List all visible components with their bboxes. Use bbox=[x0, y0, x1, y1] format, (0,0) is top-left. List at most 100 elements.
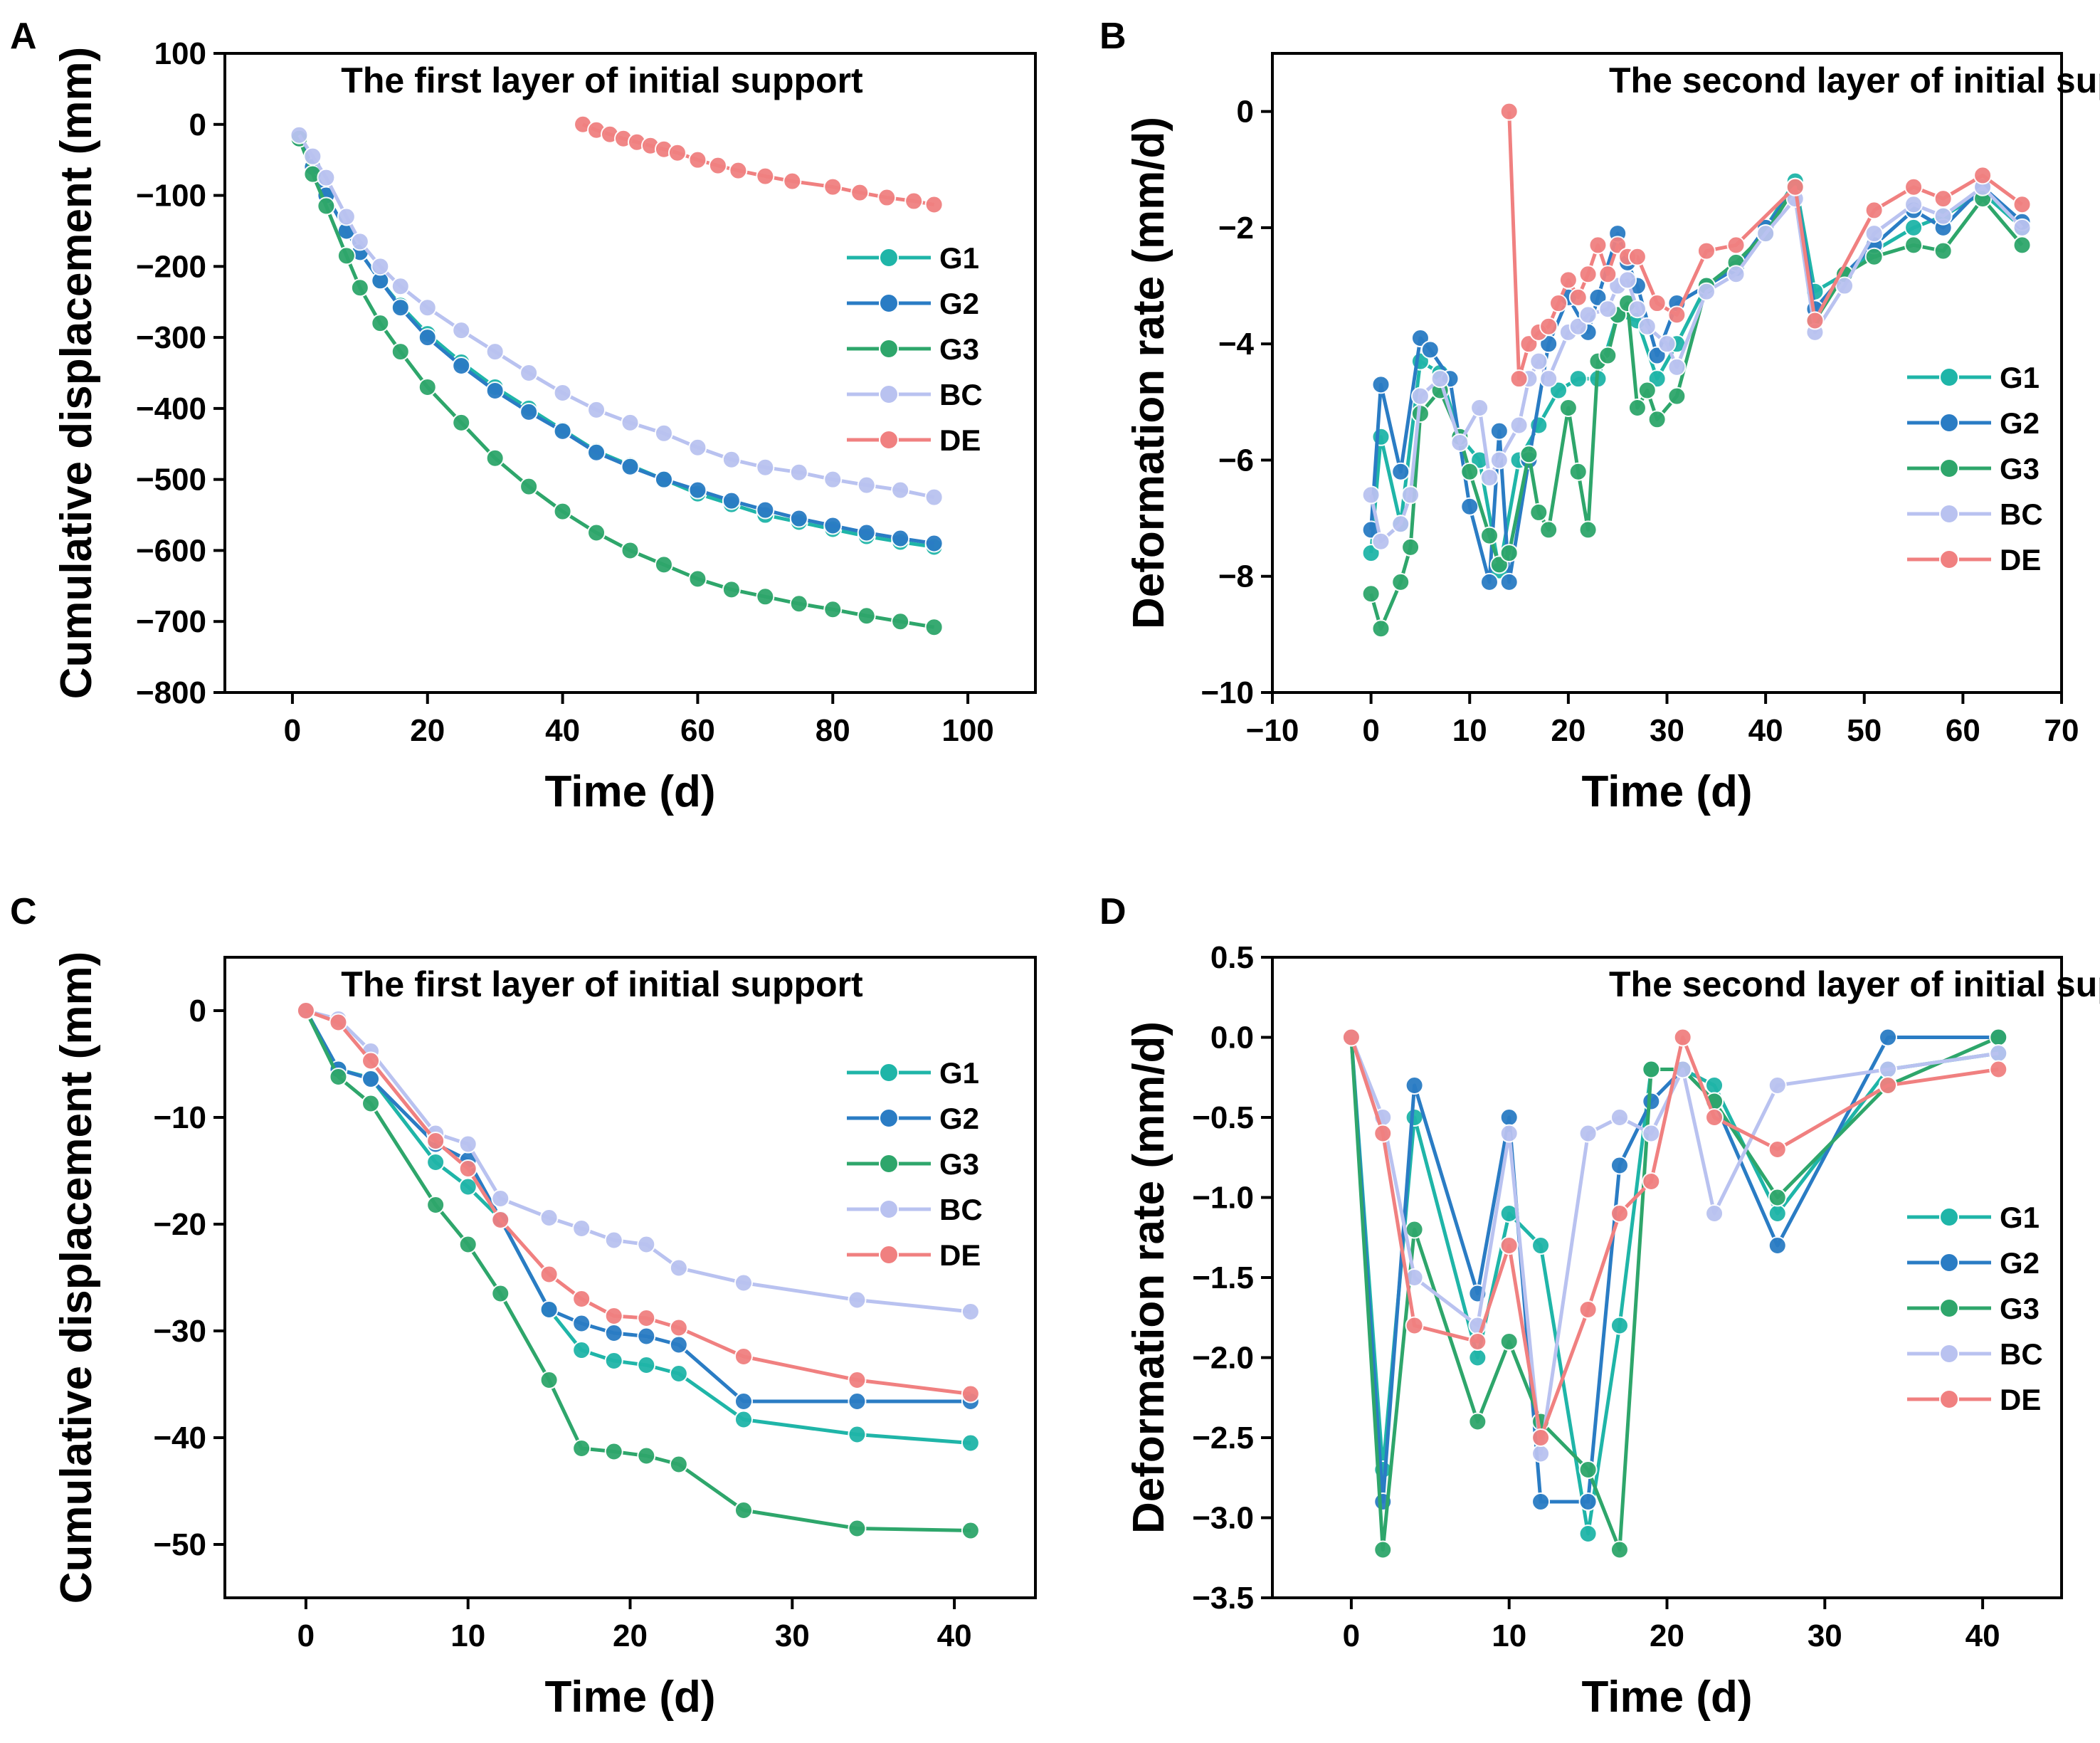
series-G3 bbox=[296, 1001, 980, 1540]
data-point bbox=[1642, 1060, 1661, 1079]
y-tick-label: −4 bbox=[1218, 327, 1255, 362]
data-point bbox=[1420, 340, 1440, 359]
data-point bbox=[708, 156, 727, 175]
data-point bbox=[1598, 265, 1618, 284]
x-tick-label: 30 bbox=[1650, 713, 1684, 748]
data-point bbox=[418, 298, 437, 317]
data-point bbox=[604, 1442, 623, 1461]
data-point bbox=[553, 383, 572, 402]
y-axis-label: Cumulative displacement (mm) bbox=[52, 952, 101, 1604]
y-tick-label: −2 bbox=[1218, 211, 1254, 246]
x-tick-label: 60 bbox=[1946, 713, 1980, 748]
data-point bbox=[1904, 218, 1924, 237]
data-point bbox=[669, 1364, 688, 1383]
data-point bbox=[904, 191, 924, 211]
y-tick-label: −3.5 bbox=[1192, 1581, 1254, 1616]
data-point bbox=[1726, 236, 1746, 255]
data-point bbox=[391, 342, 410, 362]
data-point bbox=[1568, 369, 1588, 389]
data-point bbox=[1499, 1236, 1519, 1255]
data-point bbox=[729, 161, 748, 180]
data-point bbox=[722, 450, 741, 469]
legend-label: DE bbox=[939, 423, 981, 457]
legend-marker bbox=[879, 1245, 899, 1265]
data-point bbox=[1405, 1316, 1424, 1335]
x-tick-label: 100 bbox=[941, 713, 993, 748]
data-point bbox=[891, 612, 910, 631]
data-point bbox=[1531, 1444, 1551, 1463]
data-point bbox=[621, 413, 640, 432]
data-point bbox=[621, 457, 640, 476]
data-point bbox=[783, 172, 802, 191]
data-point bbox=[1610, 1108, 1629, 1127]
data-point bbox=[303, 147, 322, 166]
data-point bbox=[1499, 1332, 1519, 1351]
data-point bbox=[458, 1159, 477, 1178]
legend-marker bbox=[879, 248, 899, 268]
data-point bbox=[1598, 300, 1618, 319]
legend-marker bbox=[879, 430, 899, 450]
data-point bbox=[1405, 1220, 1424, 1239]
data-point bbox=[1904, 177, 1924, 196]
y-axis-label: Deformation rate (mm/d) bbox=[1124, 117, 1173, 629]
legend-label: G3 bbox=[2000, 1292, 2040, 1325]
data-point bbox=[857, 475, 876, 495]
data-point bbox=[553, 502, 572, 521]
y-tick-label: −20 bbox=[153, 1207, 206, 1242]
series-G1 bbox=[1341, 1028, 2008, 1543]
data-point bbox=[572, 1219, 591, 1238]
data-point bbox=[1405, 1076, 1424, 1095]
data-point bbox=[426, 1196, 445, 1214]
legend-label: DE bbox=[939, 1238, 981, 1272]
legend-marker bbox=[1939, 367, 1959, 387]
plot-frame bbox=[223, 52, 1037, 694]
series-line bbox=[1369, 185, 2024, 631]
data-point bbox=[1647, 410, 1667, 429]
data-point bbox=[1705, 1108, 1724, 1127]
data-point bbox=[337, 246, 356, 265]
data-point bbox=[587, 400, 606, 419]
data-point bbox=[1756, 224, 1775, 243]
legend-marker bbox=[1939, 1344, 1959, 1364]
data-point bbox=[1373, 1124, 1393, 1143]
data-point bbox=[458, 1235, 477, 1254]
data-point bbox=[669, 1455, 688, 1474]
legend-label: G1 bbox=[939, 1056, 979, 1090]
data-point bbox=[734, 1347, 753, 1366]
data-point bbox=[1904, 236, 1924, 255]
data-point bbox=[1568, 462, 1588, 481]
data-point bbox=[1468, 1412, 1487, 1431]
legend-label: DE bbox=[2000, 543, 2041, 576]
x-tick-label: 0 bbox=[1343, 1618, 1360, 1653]
data-point bbox=[1610, 1540, 1629, 1559]
data-point bbox=[1642, 1124, 1661, 1143]
x-axis-label: Time (d) bbox=[1582, 767, 1753, 816]
data-point bbox=[1933, 206, 1953, 226]
series-line bbox=[305, 1009, 971, 1396]
data-point bbox=[1610, 1156, 1629, 1175]
legend-label: G2 bbox=[939, 287, 979, 320]
y-tick-label: −1.0 bbox=[1192, 1181, 1254, 1216]
data-point bbox=[1341, 1028, 1361, 1047]
y-tick-label: 0.0 bbox=[1210, 1021, 1254, 1055]
series-line bbox=[304, 1009, 971, 1404]
series-line bbox=[297, 137, 935, 629]
data-point bbox=[734, 1501, 753, 1520]
data-point bbox=[572, 1439, 591, 1458]
data-point bbox=[734, 1410, 753, 1429]
data-point bbox=[539, 1208, 559, 1227]
data-point bbox=[604, 1352, 623, 1370]
data-point bbox=[891, 480, 910, 500]
data-point bbox=[1489, 451, 1509, 470]
y-tick-label: −400 bbox=[136, 391, 206, 426]
data-point bbox=[637, 1327, 656, 1346]
data-point bbox=[1647, 294, 1667, 313]
data-point bbox=[491, 1189, 510, 1208]
y-tick-label: 0 bbox=[189, 994, 206, 1028]
y-tick-label: −700 bbox=[136, 604, 206, 639]
data-point bbox=[1450, 433, 1470, 452]
series-BC bbox=[1361, 177, 2032, 551]
data-point bbox=[1361, 485, 1381, 505]
series-G2 bbox=[1341, 1028, 2008, 1511]
data-point bbox=[961, 1521, 980, 1540]
